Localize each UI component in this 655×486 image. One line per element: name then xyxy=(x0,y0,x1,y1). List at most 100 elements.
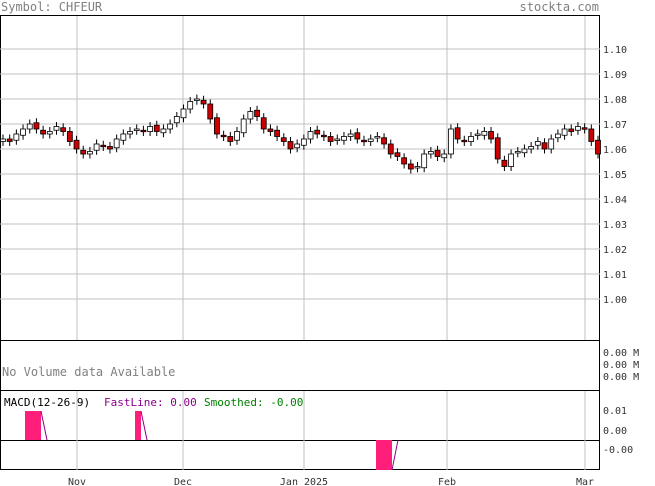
candle-body xyxy=(494,137,501,160)
candle-body xyxy=(100,144,107,148)
candle-layer xyxy=(0,94,601,174)
candle-body xyxy=(554,133,561,139)
site-name: stockta.com xyxy=(519,0,599,14)
candle-body xyxy=(214,117,220,135)
candle-body xyxy=(394,152,401,157)
symbol-label: Symbol: CHFEUR xyxy=(1,0,103,14)
candle-body xyxy=(548,138,555,150)
candle-body xyxy=(514,151,521,154)
candle-body xyxy=(147,126,153,132)
y-tick-label: 1.06 xyxy=(603,145,627,156)
candle-body xyxy=(254,109,260,117)
macd-tick-3: -0.00 xyxy=(603,445,633,456)
candle-body xyxy=(387,143,394,155)
candle-body xyxy=(374,136,381,139)
candle-body xyxy=(133,128,140,131)
candle-body xyxy=(588,128,595,142)
candle-body xyxy=(561,128,568,136)
candle-body xyxy=(568,128,575,132)
candle-body xyxy=(200,99,207,105)
macd-fast-line-segment xyxy=(140,410,148,441)
candle-body xyxy=(173,116,180,124)
y-tick-label: 1.08 xyxy=(603,95,627,106)
candle-body xyxy=(501,159,508,167)
candle-body xyxy=(267,128,274,132)
candle-body xyxy=(234,131,240,141)
candle-body xyxy=(474,133,481,136)
candle-body xyxy=(60,127,67,132)
candle-body xyxy=(160,128,167,134)
candle-body xyxy=(381,137,387,145)
x-tick-label: Dec xyxy=(174,477,192,486)
candle-body xyxy=(260,117,267,130)
candle-body xyxy=(421,153,428,169)
x-axis-ticks: Nov Dec Jan 2025 Feb Mar xyxy=(68,477,594,486)
candle-body xyxy=(448,128,454,155)
y-tick-label: 1.10 xyxy=(603,45,627,56)
macd-panel-frame xyxy=(0,390,600,470)
candle-body xyxy=(0,138,6,142)
x-tick-label: Nov xyxy=(68,477,86,486)
candle-body xyxy=(528,146,535,150)
macd-fast-line-segment xyxy=(40,410,48,441)
candle-body xyxy=(280,137,287,142)
macd-title: MACD(12-26-9) xyxy=(4,396,90,409)
candle-body xyxy=(314,129,321,135)
candle-body xyxy=(113,138,120,149)
candle-body xyxy=(407,163,414,170)
y-tick-label: 1.05 xyxy=(603,170,627,181)
candle-body xyxy=(441,153,448,159)
candle-body xyxy=(367,138,374,142)
macd-fast-line-segment xyxy=(391,439,399,471)
candle-body xyxy=(40,129,47,135)
candle-body xyxy=(481,131,488,136)
candle-body xyxy=(361,139,367,143)
y-tick-label: 1.01 xyxy=(603,270,627,281)
candle-body xyxy=(180,108,187,119)
grid-layer xyxy=(0,16,600,470)
y-tick-label: 1.00 xyxy=(603,295,627,306)
candle-body xyxy=(488,131,494,140)
y-tick-label: 1.07 xyxy=(603,120,627,131)
volume-panel-frame xyxy=(0,340,600,391)
candle-body xyxy=(521,148,528,154)
candle-body xyxy=(247,111,254,120)
candle-body xyxy=(153,124,160,132)
macd-tick-1: 0.01 xyxy=(603,406,627,417)
candle-body xyxy=(461,139,468,143)
candle-body xyxy=(207,103,214,120)
candle-body xyxy=(508,153,514,167)
candle-body xyxy=(87,151,93,155)
macd-histogram-bar xyxy=(25,411,41,440)
candle-body xyxy=(193,98,200,101)
candle-body xyxy=(427,151,434,155)
candle-body xyxy=(274,129,281,137)
candle-body xyxy=(187,101,194,110)
candle-body xyxy=(227,136,234,142)
volume-tick-2: 0.00 M xyxy=(603,360,639,371)
candle-body xyxy=(401,157,408,165)
candle-body xyxy=(575,126,581,131)
y-tick-label: 1.04 xyxy=(603,195,627,206)
y-axis-ticks: 1.10 1.09 1.08 1.07 1.06 1.05 1.04 1.03 1.02 1.01… xyxy=(603,45,627,306)
candle-body xyxy=(341,136,347,141)
candle-body xyxy=(33,122,40,130)
price-panel-frame xyxy=(0,15,600,341)
x-tick-label: Jan 2025 xyxy=(280,477,328,486)
y-tick-label: 1.09 xyxy=(603,70,627,81)
candle-body xyxy=(287,141,294,150)
candle-body xyxy=(127,131,133,135)
candle-body xyxy=(93,143,100,151)
candle-body xyxy=(167,123,174,130)
candle-body xyxy=(347,133,354,137)
candle-body xyxy=(307,131,314,140)
candle-body xyxy=(534,141,541,146)
candle-body xyxy=(240,118,247,134)
candle-body xyxy=(468,136,474,142)
candle-body xyxy=(20,128,26,136)
macd-smoothed-label: Smoothed: -0.00 xyxy=(204,396,303,409)
candle-body xyxy=(66,131,73,142)
candle-body xyxy=(541,142,548,150)
macd-fast-label: FastLine: 0.00 xyxy=(104,396,197,409)
